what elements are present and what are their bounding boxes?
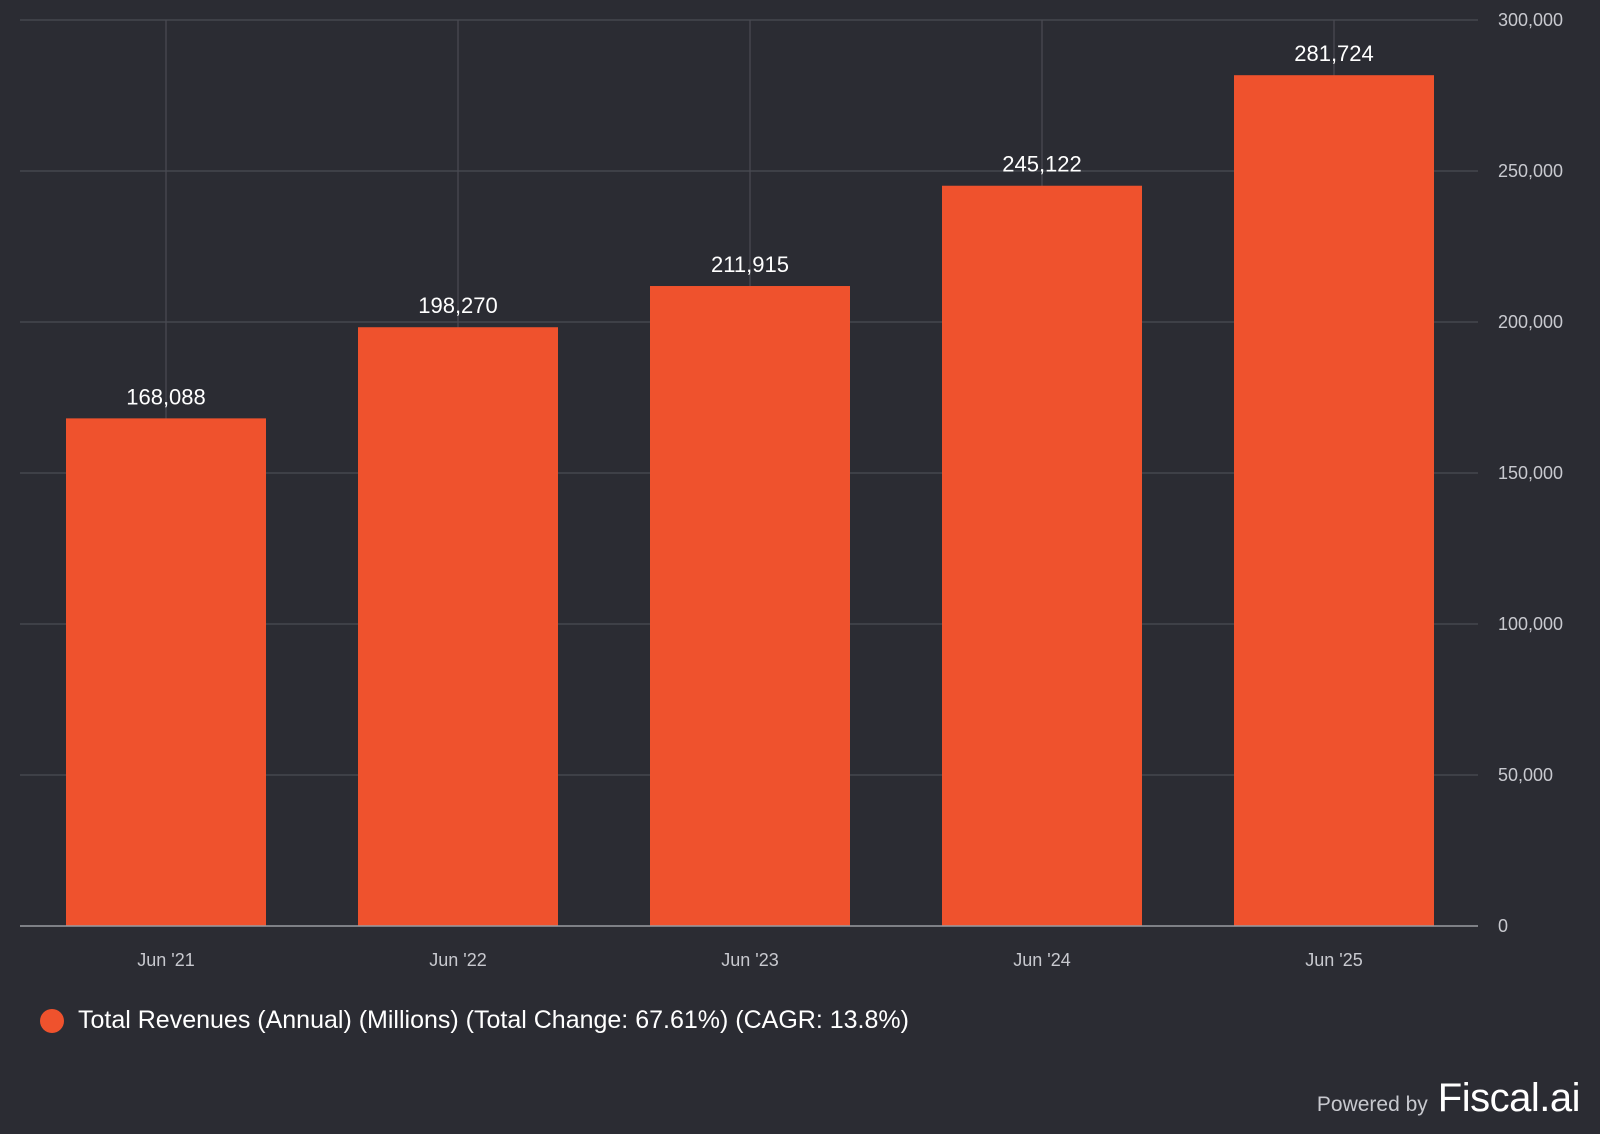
- y-tick-label: 0: [1498, 916, 1508, 936]
- y-tick-label: 150,000: [1498, 463, 1563, 483]
- legend[interactable]: Total Revenues (Annual) (Millions) (Tota…: [40, 1006, 909, 1035]
- bar[interactable]: [358, 327, 558, 926]
- y-tick-label: 250,000: [1498, 161, 1563, 181]
- y-tick-label: 300,000: [1498, 10, 1563, 30]
- legend-marker-icon: [40, 1008, 64, 1033]
- bar[interactable]: [650, 286, 850, 926]
- x-tick-label: Jun '23: [721, 950, 778, 970]
- y-tick-label: 50,000: [1498, 765, 1553, 785]
- brand-logo-text: Fiscal.ai: [1437, 1076, 1581, 1120]
- legend-label: Total Revenues (Annual) (Millions) (Tota…: [78, 1006, 909, 1034]
- y-tick-label: 100,000: [1498, 614, 1563, 634]
- x-tick-label: Jun '21: [137, 950, 194, 970]
- data-label: 168,088: [126, 384, 206, 409]
- bar[interactable]: [1234, 75, 1434, 926]
- y-tick-label: 200,000: [1498, 312, 1563, 332]
- data-label: 211,915: [711, 252, 789, 277]
- branding[interactable]: Powered by Fiscal.ai: [1316, 1076, 1581, 1121]
- data-label: 245,122: [1002, 152, 1082, 177]
- powered-by-text: Powered by: [1316, 1093, 1428, 1116]
- data-label: 281,724: [1294, 41, 1374, 66]
- bar[interactable]: [66, 418, 266, 926]
- bar[interactable]: [942, 185, 1142, 926]
- x-tick-label: Jun '25: [1305, 950, 1362, 970]
- x-tick-label: Jun '22: [429, 950, 486, 970]
- x-tick-label: Jun '24: [1013, 950, 1070, 970]
- data-label: 198,270: [418, 293, 498, 318]
